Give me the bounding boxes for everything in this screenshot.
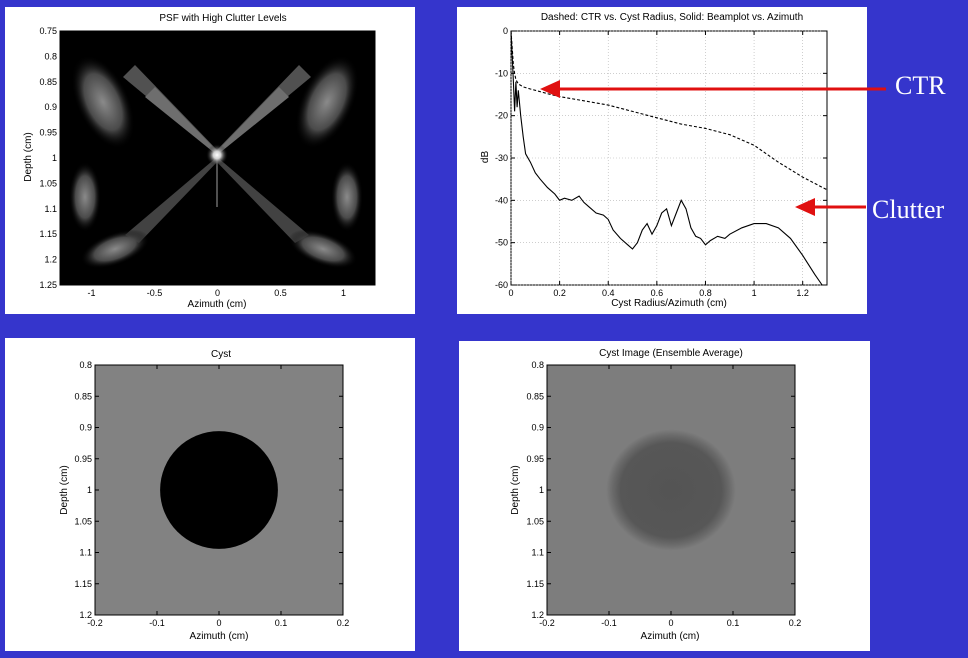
psf-xtick-label: -1 <box>87 288 95 298</box>
cyst-ytick-label: 1.15 <box>74 579 92 589</box>
psf-xlabel: Azimuth (cm) <box>188 299 247 310</box>
cyst-panel: Cyst -0.2 -0.1 0 0.1 0.2 0.8 0.85 0.9 0.95 1 1.05 1… <box>5 338 415 651</box>
avg-xtick-label: 0.1 <box>727 618 740 628</box>
ctr-annotation: CTR <box>895 71 946 100</box>
cyst-ytick-label: 0.9 <box>79 423 92 433</box>
psf-ytick-label: 0.95 <box>39 128 57 138</box>
avg-ytick-label: 1.1 <box>531 548 544 558</box>
line-xtick-label: 0.4 <box>602 288 615 298</box>
line-xtick-label: 0.6 <box>651 288 664 298</box>
psf-clutter-right-bottom <box>288 229 358 269</box>
psf-clutter-left-top <box>71 55 135 149</box>
line-ytick-label: -20 <box>495 111 508 121</box>
cyst-ytick-label: 0.85 <box>74 391 92 401</box>
line-ytick-label: -60 <box>495 280 508 290</box>
line-xtick-label: 0.2 <box>553 288 566 298</box>
avg-ytick-label: 0.9 <box>531 423 544 433</box>
psf-ylabel: Depth (cm) <box>23 132 34 181</box>
psf-ytick-label: 1.25 <box>39 280 57 290</box>
cyst-ytick-label: 1.2 <box>79 610 92 620</box>
line-ylabel: dB <box>480 151 491 164</box>
psf-xtick-label: -0.5 <box>147 288 163 298</box>
cyst-ytick-label: 0.8 <box>79 360 92 370</box>
psf-xtick-label: 0 <box>215 288 220 298</box>
avg-ytick-label: 0.8 <box>531 360 544 370</box>
psf-clutter-left-mid <box>69 162 101 232</box>
line-ytick-label: -40 <box>495 195 508 205</box>
avg-xtick-label: 0 <box>668 618 673 628</box>
psf-ytick-label: 1.1 <box>44 204 57 214</box>
cyst-xtick-label: 0 <box>216 618 221 628</box>
psf-peak <box>206 144 228 166</box>
ctr-panel: Dashed: CTR vs. Cyst Radius, Solid: Beam… <box>457 7 867 314</box>
psf-ytick-label: 1.2 <box>44 255 57 265</box>
cyst-ytick-label: 0.95 <box>74 454 92 464</box>
line-ytick-label: -10 <box>495 68 508 78</box>
psf-panel: PSF with High Clutter Levels -1 -0. <box>5 7 415 314</box>
psf-xtick-label: 1 <box>341 288 346 298</box>
cyst-ytick-label: 1.05 <box>74 516 92 526</box>
psf-ytick-label: 0.85 <box>39 77 57 87</box>
line-title: Dashed: CTR vs. Cyst Radius, Solid: Beam… <box>541 12 803 23</box>
psf-ytick-label: 0.9 <box>44 102 57 112</box>
cyst-ytick-label: 1 <box>87 485 92 495</box>
line-ytick-label: -50 <box>495 238 508 248</box>
line-xtick-label: 1 <box>752 288 757 298</box>
avg-ytick-label: 0.95 <box>526 454 544 464</box>
avg-ytick-label: 1.15 <box>526 579 544 589</box>
psf-clutter-right-mid <box>331 162 363 232</box>
cyst-chart: Cyst -0.2 -0.1 0 0.1 0.2 0.8 0.85 0.9 0.95 1 1.05 1… <box>59 349 350 642</box>
cyst-xtick-label: -0.1 <box>149 618 165 628</box>
cyst-ytick-label: 1.1 <box>79 548 92 558</box>
avg-xtick-label: 0.2 <box>789 618 802 628</box>
psf-ytick-label: 1.05 <box>39 178 57 188</box>
line-ytick-label: -30 <box>495 153 508 163</box>
psf-title: PSF with High Clutter Levels <box>159 13 286 24</box>
line-xtick-label: 0.8 <box>699 288 712 298</box>
cyst-xlabel: Azimuth (cm) <box>190 631 249 642</box>
cyst-title: Cyst <box>211 349 231 360</box>
cyst-average-chart: Cyst Image (Ensemble Average) -0.2 -0.1 0 0… <box>510 348 802 642</box>
avg-xlabel: Azimuth (cm) <box>641 631 700 642</box>
ctr-series-line <box>510 30 828 191</box>
cyst-average-panel: Cyst Image (Ensemble Average) -0.2 -0.1 0 0… <box>459 341 870 651</box>
psf-xtick-label: 0.5 <box>274 288 287 298</box>
psf-plot-area <box>59 30 376 286</box>
psf-ytick-label: 0.75 <box>39 26 57 36</box>
psf-wing-lower-right <box>214 157 309 243</box>
avg-xtick-label: -0.1 <box>601 618 617 628</box>
clutter-annotation: Clutter <box>872 195 945 224</box>
psf-chart: PSF with High Clutter Levels -1 -0. <box>23 13 376 310</box>
avg-title: Cyst Image (Ensemble Average) <box>599 348 743 359</box>
avg-ylabel: Depth (cm) <box>510 465 521 514</box>
psf-clutter-right-top <box>295 55 359 149</box>
avg-ytick-label: 1 <box>539 485 544 495</box>
psf-clutter-left-bottom <box>80 229 150 269</box>
cyst-ylabel: Depth (cm) <box>59 465 70 514</box>
psf-ytick-label: 1 <box>52 153 57 163</box>
psf-ytick-label: 0.8 <box>44 51 57 61</box>
line-plot-area <box>510 30 828 286</box>
line-xtick-label: 1.2 <box>796 288 809 298</box>
cyst-xtick-label: 0.1 <box>275 618 288 628</box>
ctr-beamplot-chart: Dashed: CTR vs. Cyst Radius, Solid: Beam… <box>480 12 828 309</box>
psf-wing-lower-left <box>125 157 220 243</box>
avg-ytick-label: 1.05 <box>526 516 544 526</box>
avg-ytick-label: 1.2 <box>531 610 544 620</box>
cyst-xtick-label: 0.2 <box>337 618 350 628</box>
line-xlabel: Cyst Radius/Azimuth (cm) <box>611 298 727 309</box>
line-xtick-label: 0 <box>508 288 513 298</box>
avg-ytick-label: 0.85 <box>526 391 544 401</box>
cyst-lesion <box>160 431 278 549</box>
avg-lesion <box>606 429 736 551</box>
psf-ytick-label: 1.15 <box>39 229 57 239</box>
cyst-xtick-label: -0.2 <box>87 618 103 628</box>
beamplot-series-line <box>510 30 823 286</box>
line-ytick-label: 0 <box>503 26 508 36</box>
avg-xtick-label: -0.2 <box>539 618 555 628</box>
